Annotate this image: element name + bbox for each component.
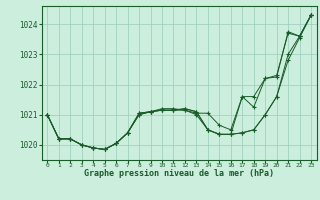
X-axis label: Graphe pression niveau de la mer (hPa): Graphe pression niveau de la mer (hPa): [84, 169, 274, 178]
